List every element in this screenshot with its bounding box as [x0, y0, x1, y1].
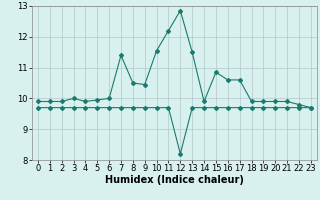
- X-axis label: Humidex (Indice chaleur): Humidex (Indice chaleur): [105, 175, 244, 185]
